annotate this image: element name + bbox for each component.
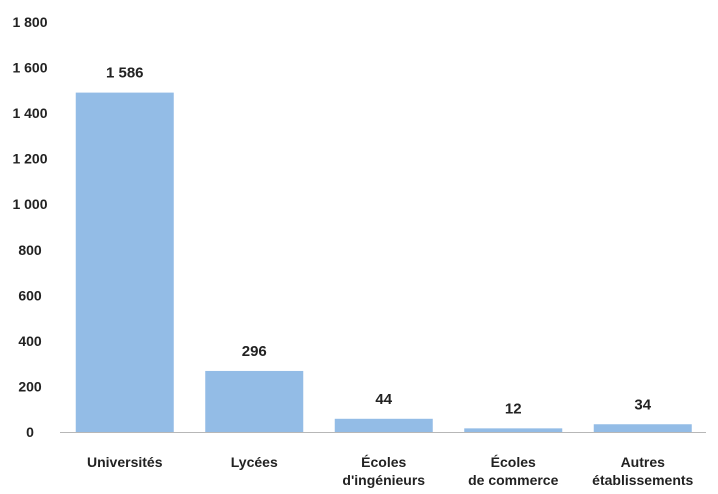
category-label-line: Écoles bbox=[491, 454, 536, 470]
category-label-line: d'ingénieurs bbox=[342, 472, 425, 488]
y-tick-label: 0 bbox=[26, 424, 34, 440]
y-tick-label: 1 800 bbox=[12, 14, 47, 30]
bar bbox=[334, 418, 433, 432]
bar bbox=[75, 92, 174, 432]
data-label: 34 bbox=[634, 396, 651, 413]
y-tick-label: 200 bbox=[18, 378, 42, 394]
category-label: Autres établissements bbox=[592, 454, 693, 488]
bar bbox=[205, 370, 304, 432]
category-label: Universités bbox=[87, 454, 163, 470]
y-tick-label: 800 bbox=[18, 242, 42, 258]
y-axis: 0 200 400 600 800 1 000 1 200 1 400 1 600 1 800 bbox=[12, 14, 47, 440]
category-label-line: établissements bbox=[592, 472, 693, 488]
y-tick-label: 1 400 bbox=[12, 105, 47, 121]
y-tick-label: 400 bbox=[18, 333, 42, 349]
category-label-line: Autres bbox=[621, 454, 666, 470]
category-label: Écoles d'ingénieurs bbox=[342, 454, 425, 488]
bar bbox=[593, 424, 692, 432]
data-label: 1 586 bbox=[106, 65, 144, 82]
y-tick-label: 600 bbox=[18, 287, 42, 303]
category-label-line: de commerce bbox=[468, 472, 558, 488]
category-label-line: Écoles bbox=[361, 454, 406, 470]
data-labels-group: 1 586 296 44 12 34 bbox=[106, 65, 652, 418]
category-label-line: Universités bbox=[87, 454, 163, 470]
data-label: 44 bbox=[375, 391, 392, 408]
y-tick-label: 1 200 bbox=[12, 151, 47, 167]
category-label-line: Lycées bbox=[231, 454, 278, 470]
bar bbox=[464, 428, 563, 432]
x-axis: Universités Lycées Écoles d'ingénieursÉcole… bbox=[60, 432, 706, 488]
category-label: Lycées bbox=[231, 454, 278, 470]
data-label: 12 bbox=[505, 400, 522, 417]
y-tick-label: 1 000 bbox=[12, 196, 47, 212]
bars-group bbox=[75, 92, 692, 432]
category-label: Écoles de commerce bbox=[468, 454, 558, 488]
y-tick-label: 1 600 bbox=[12, 60, 47, 76]
data-label: 296 bbox=[242, 343, 267, 360]
